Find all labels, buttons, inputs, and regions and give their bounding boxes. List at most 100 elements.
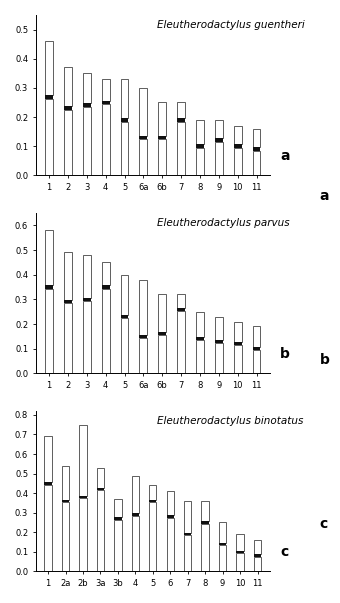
Bar xyxy=(79,496,87,498)
Bar xyxy=(177,122,185,175)
Bar xyxy=(253,147,260,151)
Bar xyxy=(215,142,223,175)
Bar xyxy=(234,321,242,342)
Bar xyxy=(79,425,87,496)
Bar xyxy=(202,521,209,524)
Bar xyxy=(132,513,139,516)
Bar xyxy=(121,118,129,122)
Bar xyxy=(83,104,91,107)
Bar xyxy=(45,95,53,98)
Bar xyxy=(45,437,52,482)
Bar xyxy=(254,557,261,572)
Bar xyxy=(64,303,72,373)
Bar xyxy=(158,139,166,175)
Bar xyxy=(102,285,109,289)
Bar xyxy=(83,255,91,298)
Bar xyxy=(102,101,109,104)
Bar xyxy=(177,308,185,311)
Bar xyxy=(196,144,204,148)
Bar xyxy=(45,230,53,285)
Text: a: a xyxy=(280,150,289,163)
Bar xyxy=(234,126,242,144)
Bar xyxy=(253,326,260,347)
Bar xyxy=(215,317,223,339)
Bar xyxy=(45,98,53,175)
Bar xyxy=(234,148,242,175)
Bar xyxy=(64,68,72,106)
Bar xyxy=(219,543,226,545)
Bar xyxy=(236,553,244,572)
Bar xyxy=(202,501,209,521)
Bar xyxy=(158,332,166,335)
Text: b: b xyxy=(280,347,290,361)
Bar xyxy=(121,275,129,315)
Bar xyxy=(45,485,52,572)
Bar xyxy=(177,103,185,118)
Bar xyxy=(64,110,72,175)
Bar xyxy=(167,518,174,572)
Text: c: c xyxy=(320,517,328,531)
Bar xyxy=(139,139,147,175)
Bar xyxy=(177,294,185,308)
Bar xyxy=(215,120,223,139)
Bar xyxy=(167,491,174,516)
Bar xyxy=(253,347,260,350)
Bar xyxy=(83,298,91,301)
Bar xyxy=(114,520,122,572)
Text: a: a xyxy=(320,189,329,203)
Bar xyxy=(45,285,53,289)
Bar xyxy=(102,104,109,175)
Bar xyxy=(158,335,166,373)
Bar xyxy=(177,118,185,122)
Bar xyxy=(149,485,156,500)
Bar xyxy=(158,136,166,139)
Bar xyxy=(139,88,147,136)
Bar xyxy=(234,346,242,373)
Bar xyxy=(114,499,122,517)
Bar xyxy=(219,545,226,572)
Bar xyxy=(132,476,139,513)
Bar xyxy=(196,120,204,144)
Bar xyxy=(121,122,129,175)
Bar xyxy=(114,517,122,520)
Bar xyxy=(215,139,223,142)
Bar xyxy=(97,468,104,488)
Bar xyxy=(158,103,166,136)
Bar xyxy=(184,535,191,572)
Bar xyxy=(196,312,204,337)
Bar xyxy=(196,341,204,373)
Bar xyxy=(121,318,129,373)
Text: Eleutherodactylus binotatus: Eleutherodactylus binotatus xyxy=(157,416,304,426)
Bar xyxy=(139,136,147,139)
Bar xyxy=(45,482,52,485)
Bar xyxy=(97,490,104,572)
Bar xyxy=(236,534,244,551)
Bar xyxy=(102,262,109,285)
Bar xyxy=(196,337,204,341)
Bar xyxy=(79,498,87,572)
Bar xyxy=(139,338,147,373)
Bar xyxy=(184,533,191,535)
Bar xyxy=(167,516,174,518)
Bar xyxy=(62,466,69,500)
Bar xyxy=(234,144,242,148)
Bar xyxy=(177,311,185,373)
Bar xyxy=(62,502,69,572)
Bar xyxy=(102,79,109,101)
Bar xyxy=(83,107,91,175)
Bar xyxy=(236,551,244,553)
Bar xyxy=(62,500,69,502)
Bar xyxy=(83,74,91,104)
Text: c: c xyxy=(280,545,288,560)
Bar xyxy=(202,524,209,572)
Bar xyxy=(64,300,72,303)
Bar xyxy=(219,522,226,543)
Bar xyxy=(64,106,72,110)
Bar xyxy=(45,41,53,95)
Bar xyxy=(215,343,223,373)
Bar xyxy=(121,79,129,118)
Text: Eleutherodactylus parvus: Eleutherodactylus parvus xyxy=(157,218,290,228)
Bar xyxy=(97,488,104,490)
Bar xyxy=(139,335,147,338)
Bar xyxy=(253,128,260,147)
